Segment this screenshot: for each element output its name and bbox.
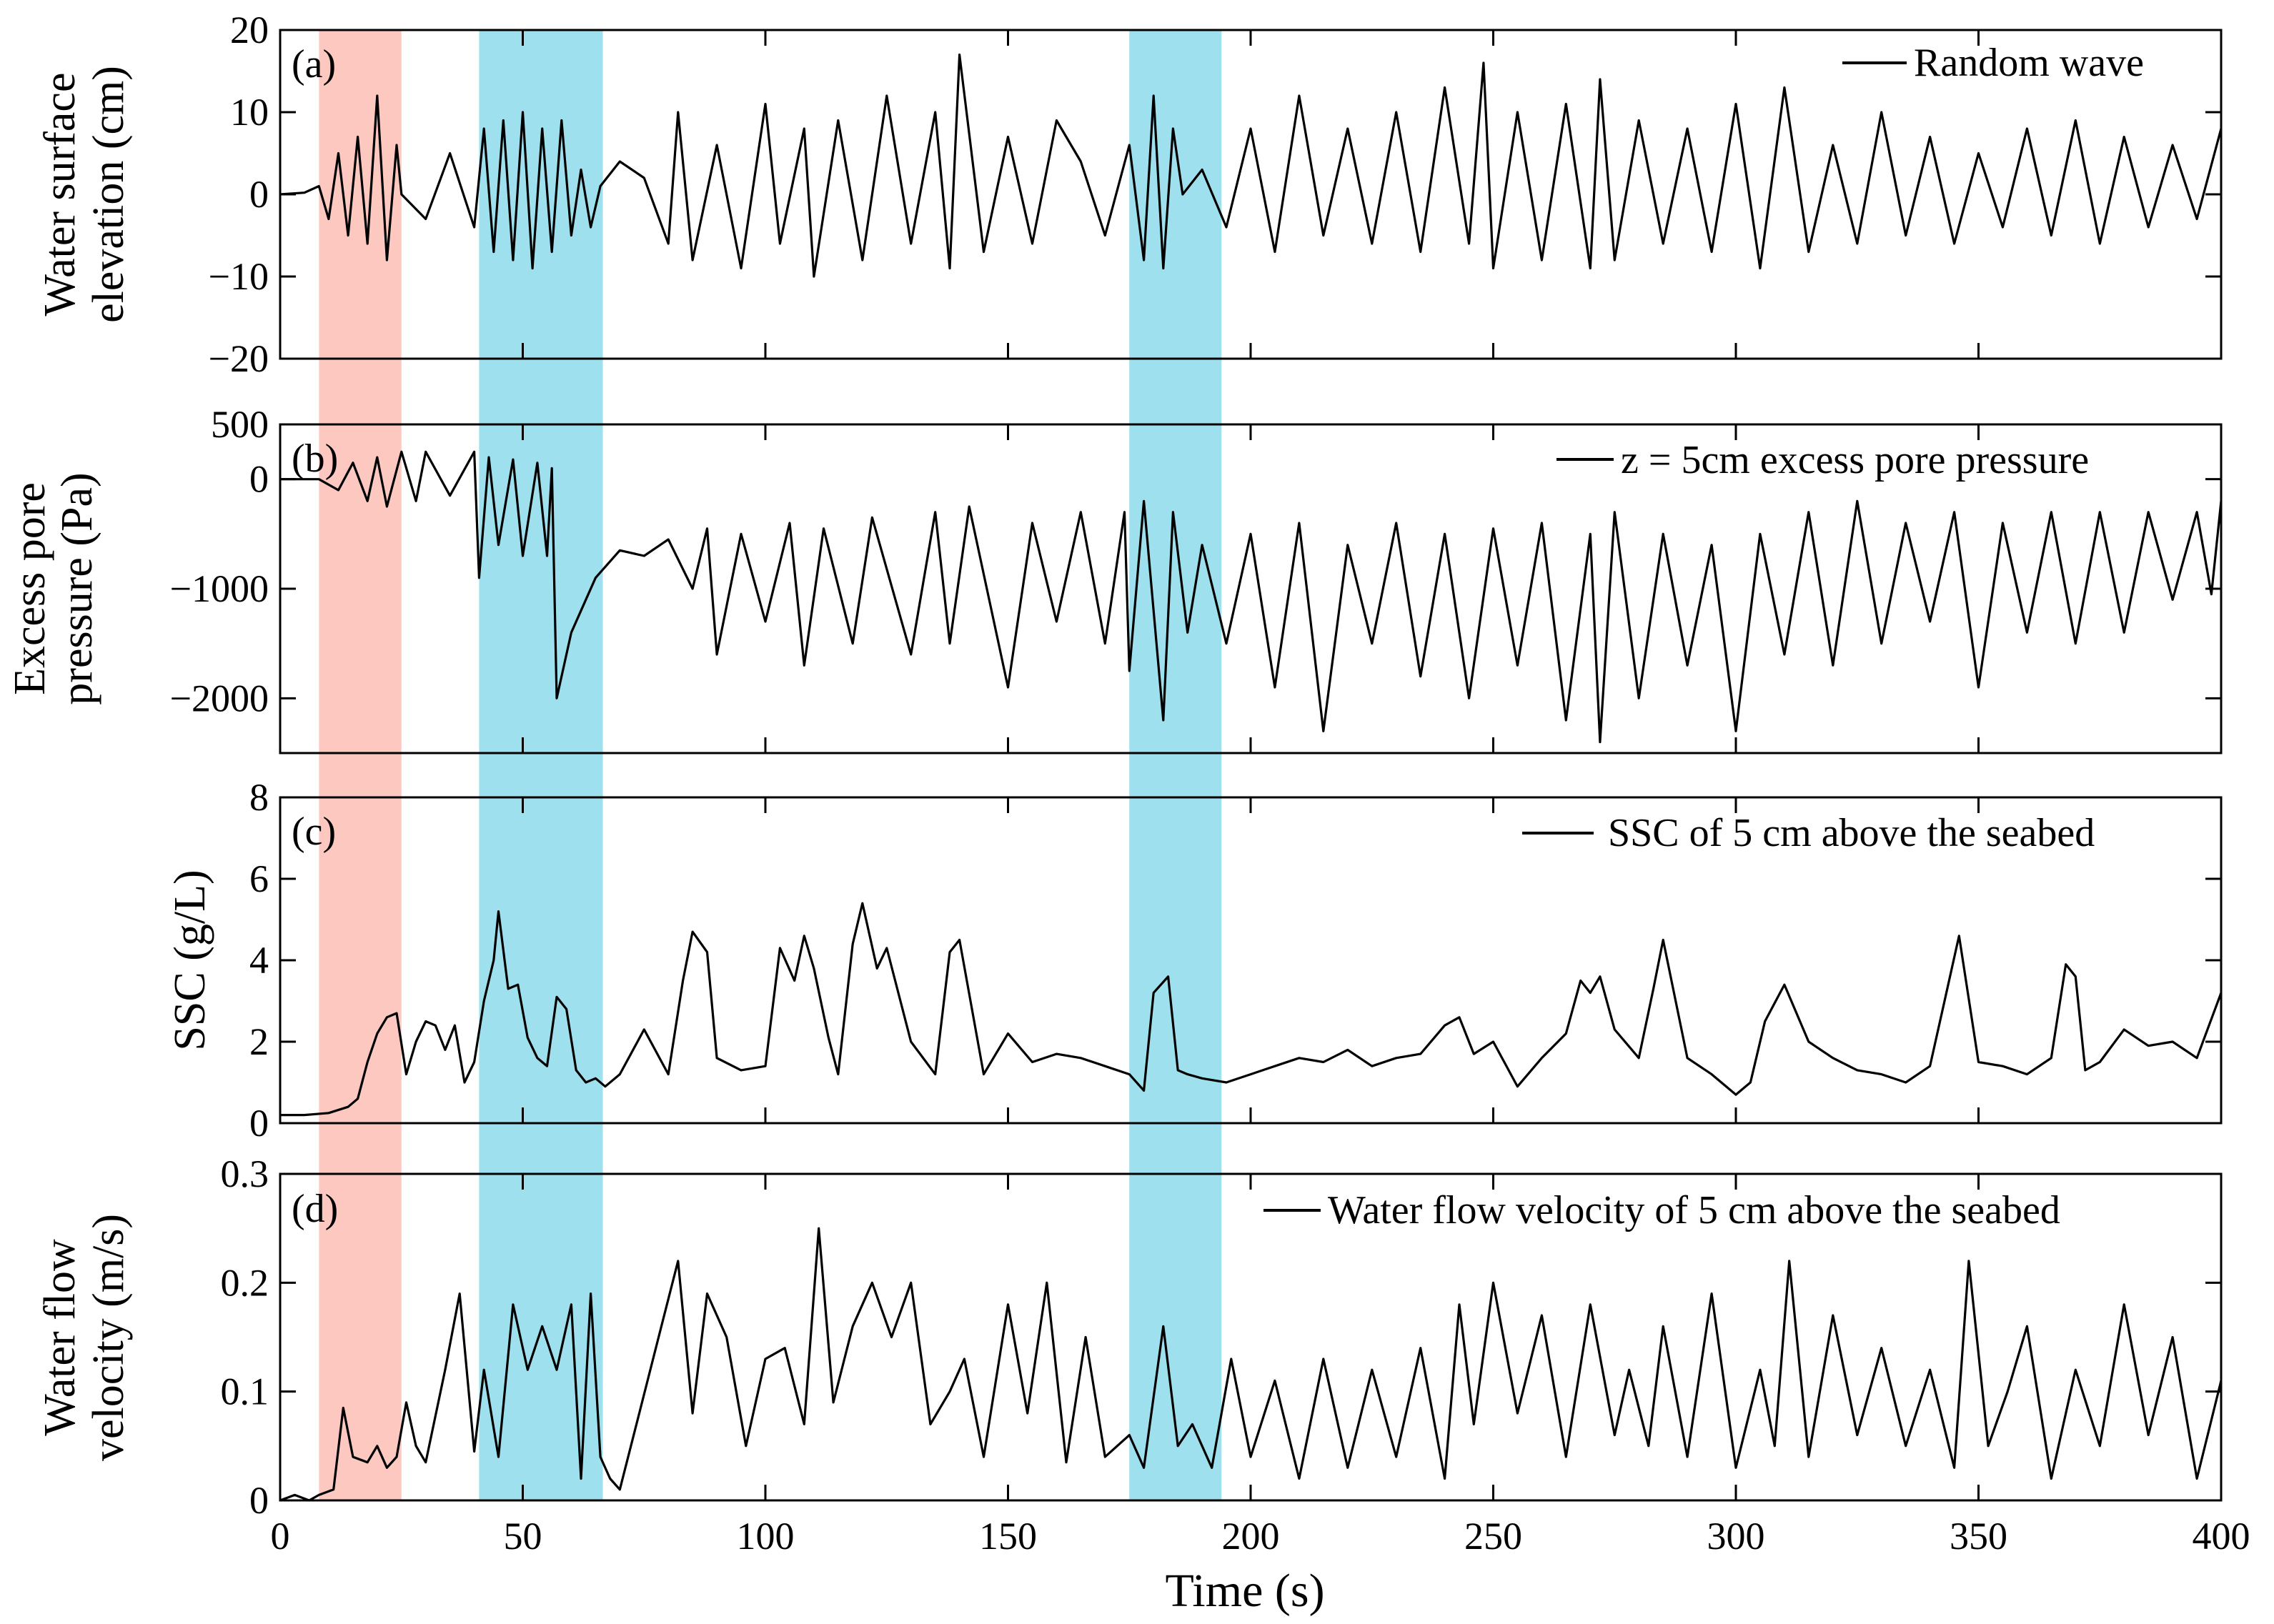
x-tick-label: 0 [271,1515,290,1558]
shaded-region-2 [479,30,603,1500]
legend-label-c: SSC of 5 cm above the seabed [1608,811,2095,855]
y-tick-label-a: 20 [230,9,269,51]
legend-label-a: Random wave [1914,41,2144,85]
shaded-region-3 [1129,30,1222,1500]
shaded-region-1 [319,30,402,1500]
y-axis-label-d-line2: velocity (m/s) [84,1214,133,1461]
y-tick-label-a: −10 [209,255,269,298]
x-tick-label: 200 [1222,1515,1280,1558]
panel-label-b: (b) [292,437,338,481]
y-tick-label-d: 0.2 [221,1261,269,1304]
y-tick-label-d: 0 [249,1479,269,1522]
x-tick-label: 50 [504,1515,542,1558]
x-axis: 0 50 100 150 200 250 300 350 400 [271,1515,2250,1558]
y-tick-label-c: 0 [249,1102,269,1145]
y-tick-label-d: 0.1 [221,1370,269,1413]
panel-a: (a) Water surface elevation (cm) Random … [36,9,2223,380]
x-axis-label: Time (s) [1165,1565,1324,1617]
panel-b: (b) Excess pore pressure (Pa) z = 5cm ex… [6,403,2223,754]
series-line-a [279,53,2223,278]
y-axis-label-b-line2: pressure (Pa) [53,472,101,704]
series-line-d [279,1227,2223,1502]
x-tick-label: 150 [979,1515,1037,1558]
y-axis-label-a-line2: elevation (cm) [84,66,133,323]
panel-label-a: (a) [292,42,336,86]
series-line-b [280,450,2223,744]
legend-label-d: Water flow velocity of 5 cm above the se… [1328,1188,2060,1232]
panel-d: (d) Water flow velocity (m/s) Water flow… [36,1152,2223,1522]
y-tick-label-a: 0 [249,173,269,216]
series-line-c [280,902,2223,1117]
y-tick-label-b: −2000 [170,677,269,719]
y-tick-label-a: −20 [209,337,269,380]
shaded-regions [319,30,1222,1500]
x-tick-label: 300 [1707,1515,1765,1558]
panel-label-c: (c) [292,809,336,854]
y-tick-label-b: 500 [211,403,269,446]
y-tick-label-c: 6 [249,857,269,900]
y-tick-label-c: 2 [249,1020,269,1063]
y-axis-label-b-line1: Excess pore [6,482,54,695]
y-tick-label-a: 10 [230,91,269,134]
y-axis-label-a-line1: Water surface [36,73,84,317]
y-axis-label-c: SSC (g/L) [166,870,214,1050]
x-tick-label: 250 [1464,1515,1522,1558]
y-tick-label-b: −1000 [170,567,269,610]
y-axis-label-d-line1: Water flow [36,1239,84,1436]
legend-label-b: z = 5cm excess pore pressure [1621,438,2089,482]
y-tick-label-d: 0.3 [221,1152,269,1195]
panel-c: (c) SSC (g/L) SSC of 5 cm above the seab… [166,776,2223,1145]
x-tick-label: 350 [1950,1515,2007,1558]
y-tick-label-c: 8 [249,776,269,819]
panel-label-d: (d) [292,1187,338,1231]
x-tick-label: 400 [2193,1515,2250,1558]
y-tick-label-b: 0 [249,458,269,501]
x-tick-label: 100 [737,1515,795,1558]
y-tick-label-c: 4 [249,939,269,982]
